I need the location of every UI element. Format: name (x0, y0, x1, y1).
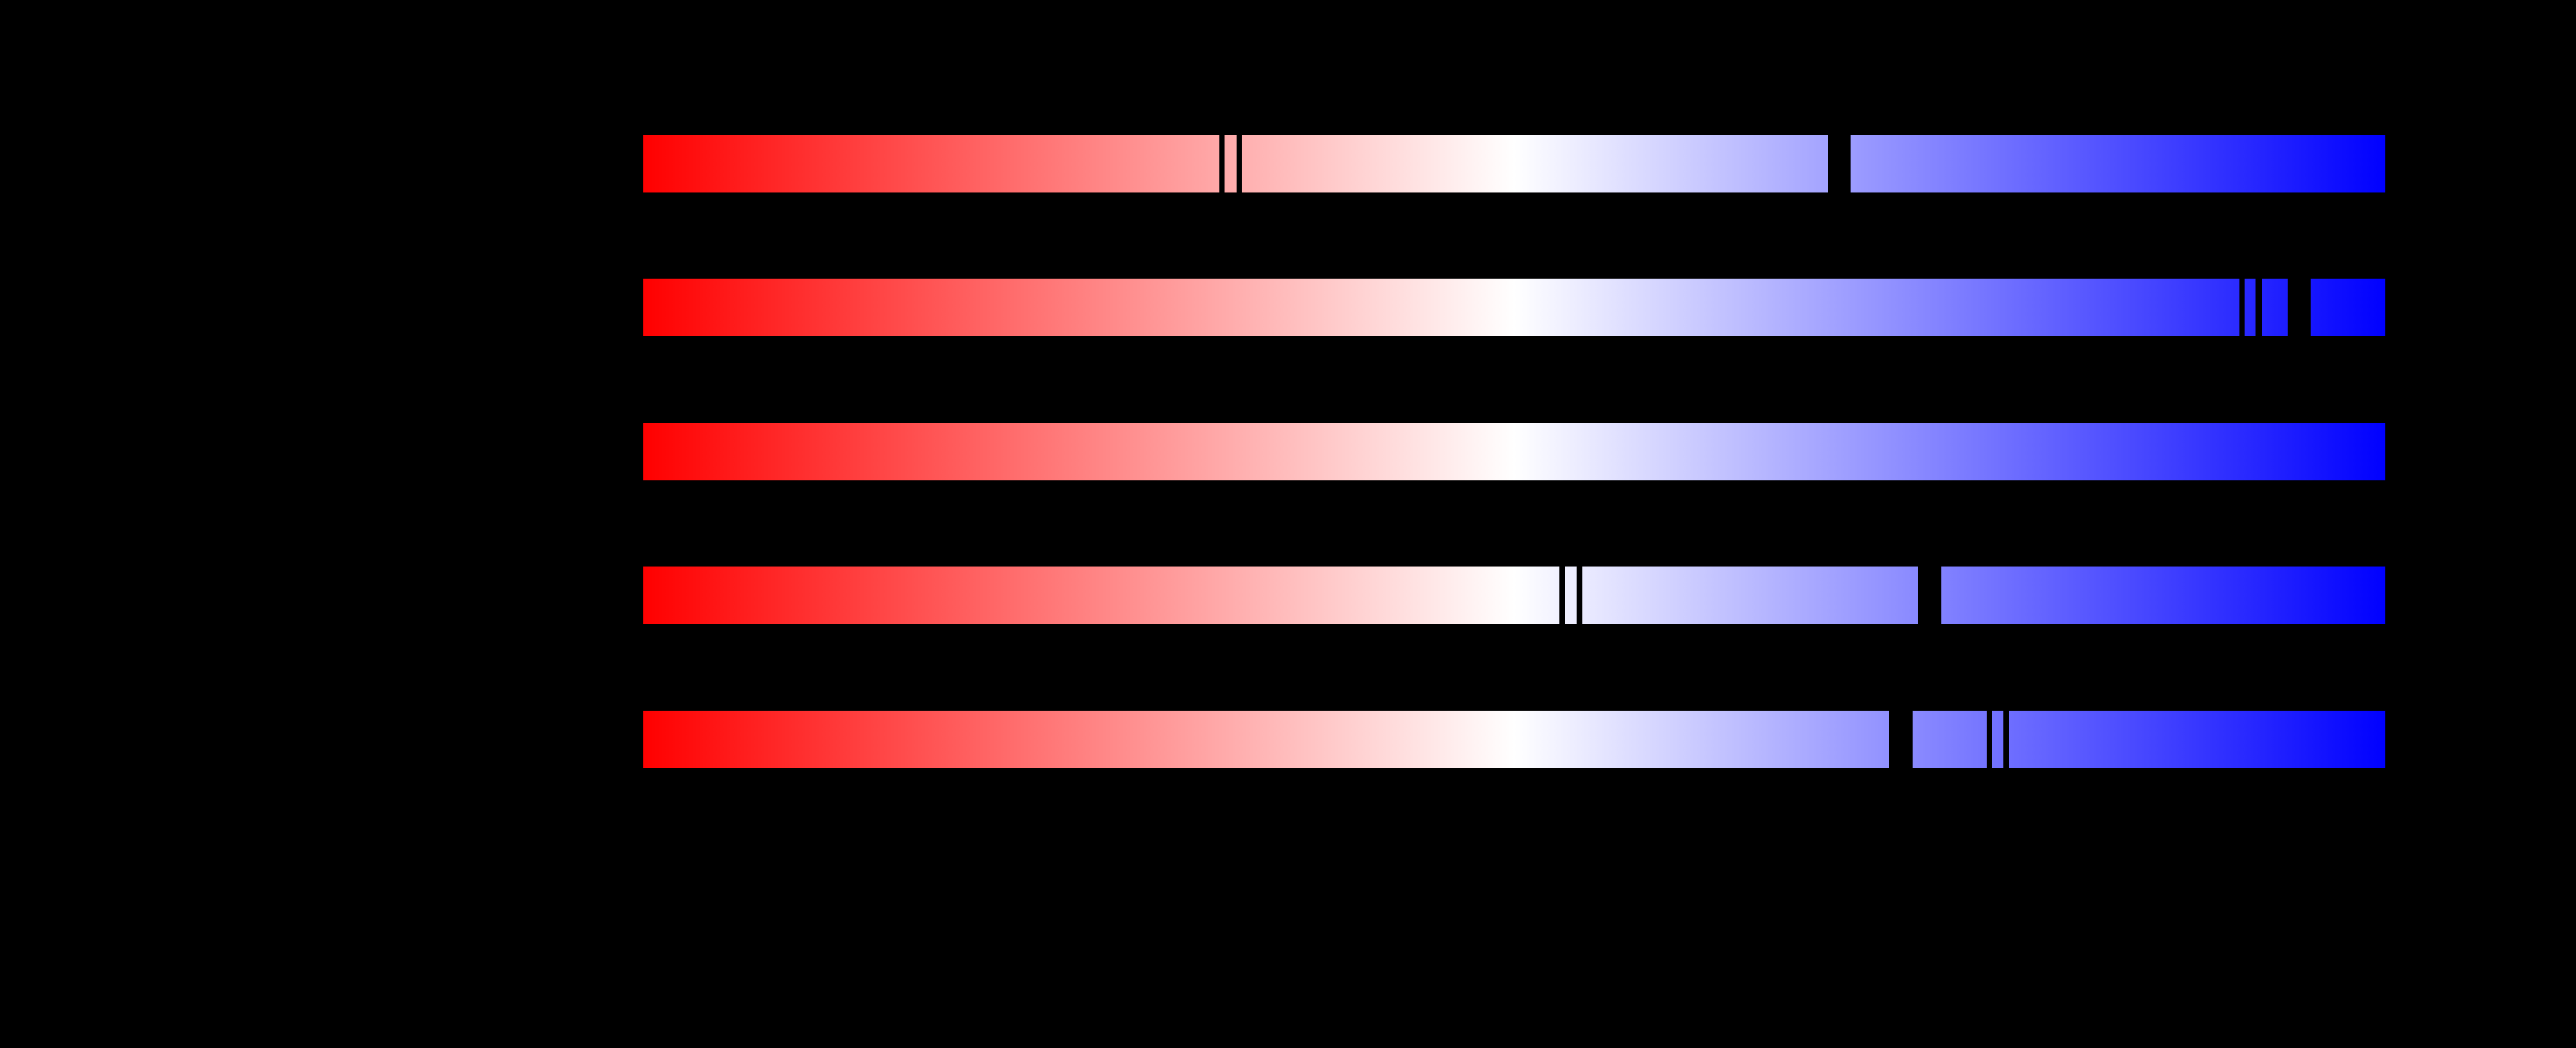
marker-tick (2256, 279, 2262, 336)
gradient-bar-4 (643, 567, 2385, 624)
marker-tick (2239, 279, 2245, 336)
marker-tick (1219, 135, 1225, 192)
marker-tick (1577, 567, 1582, 624)
marker-tick (1987, 711, 1992, 768)
marker-band (1828, 135, 1851, 192)
gradient-bar-5 (643, 711, 2385, 768)
marker-band (2288, 279, 2311, 336)
marker-tick (2003, 711, 2009, 768)
gradient-bar-3 (643, 423, 2385, 480)
gradient-bar-2 (643, 279, 2385, 336)
marker-tick (1559, 567, 1565, 624)
gradient-bar-1 (643, 135, 2385, 192)
marker-band (1889, 711, 1913, 768)
marker-tick (1237, 135, 1242, 192)
marker-band (1918, 567, 1941, 624)
